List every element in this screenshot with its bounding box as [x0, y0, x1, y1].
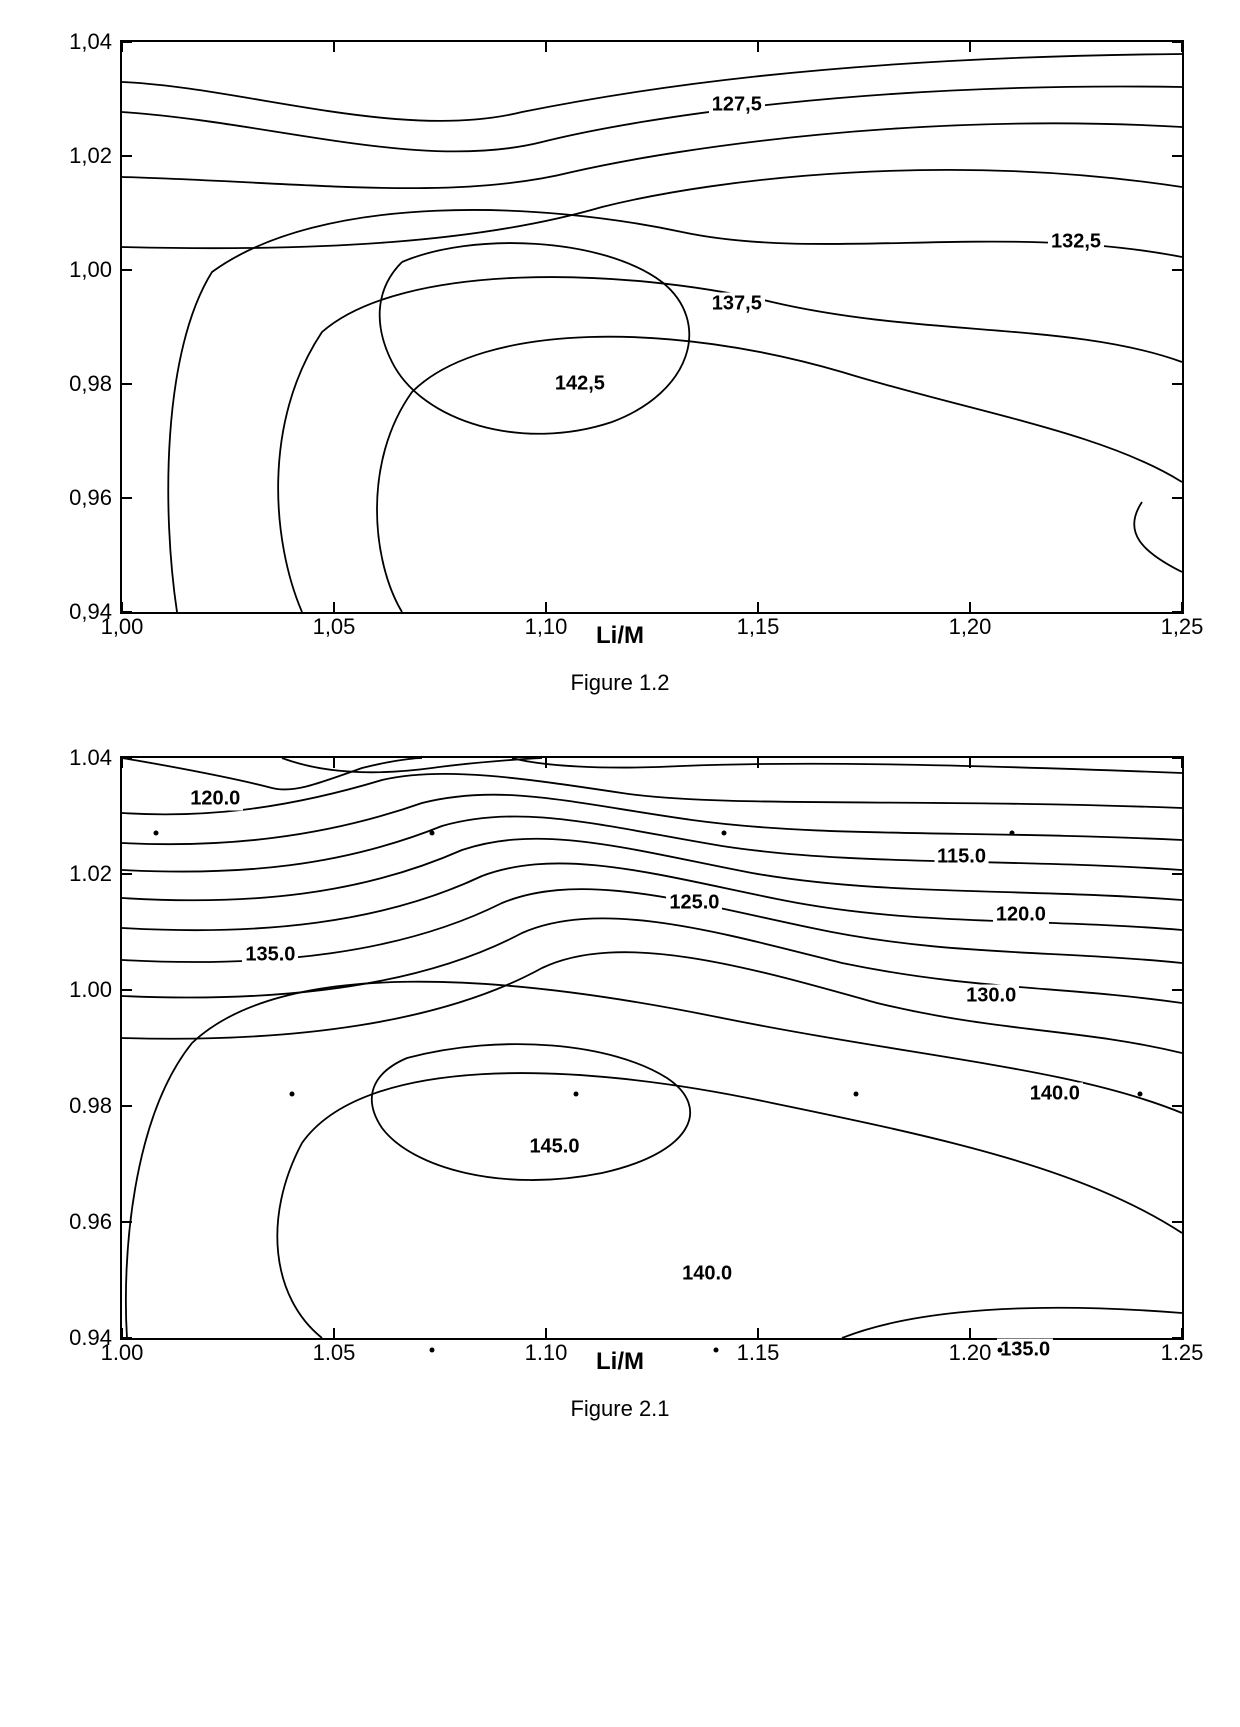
x-tick-label: 1.25: [1161, 1340, 1204, 1366]
data-point: [429, 1347, 434, 1352]
y-tick-label: 1,00: [62, 257, 112, 283]
contour-label: 125.0: [666, 892, 722, 915]
y-tick-label: 0,96: [62, 485, 112, 511]
y-tick-label: 0.98: [62, 1093, 112, 1119]
y-tick-label: 0.96: [62, 1209, 112, 1235]
contour-label: 135.0: [242, 944, 298, 967]
x-tick-label: 1,05: [313, 614, 356, 640]
contour-label: 142,5: [552, 373, 608, 396]
y-tick-label: 0.94: [62, 1325, 112, 1351]
data-point: [153, 831, 158, 836]
contour-label: 120.0: [187, 787, 243, 810]
contour-label: 127,5: [709, 93, 765, 116]
data-point: [853, 1092, 858, 1097]
x-tick-label: 1,25: [1161, 614, 1204, 640]
figure-1-2: PO₄:[(Li+M)/2] 1,001,051,101,151,201,250…: [40, 40, 1200, 696]
y-tick-label: 1,02: [62, 143, 112, 169]
contour-label: 145.0: [526, 1135, 582, 1158]
contour-label: 130.0: [963, 984, 1019, 1007]
x-tick-label: 1.20: [949, 1340, 992, 1366]
figure-2-1: PO₄:[(Li+M)/2] 1.001.051.101.151.201.250…: [40, 756, 1200, 1422]
plot-area-2: 1.001.051.101.151.201.250.940.960.981.00…: [120, 756, 1184, 1340]
y-tick-label: 0,94: [62, 599, 112, 625]
contour-label: 132,5: [1048, 230, 1104, 253]
contour-label: 135.0: [997, 1338, 1053, 1361]
data-point: [1137, 1092, 1142, 1097]
contour-label: 115.0: [934, 845, 989, 868]
caption-2: Figure 2.1: [40, 1396, 1200, 1422]
x-tick-label: 1.10: [525, 1340, 568, 1366]
x-tick-label: 1,20: [949, 614, 992, 640]
data-point: [1010, 831, 1015, 836]
y-tick-label: 1,04: [62, 29, 112, 55]
data-point: [573, 1092, 578, 1097]
x-tick-label: 1,10: [525, 614, 568, 640]
contour-label: 140.0: [679, 1263, 735, 1286]
y-tick-label: 1.02: [62, 861, 112, 887]
data-point: [713, 1347, 718, 1352]
contour-label: 120.0: [993, 903, 1049, 926]
xlabel-1: Li/M: [40, 622, 1200, 650]
data-point: [997, 1347, 1002, 1352]
data-point: [429, 831, 434, 836]
contour-label: 140.0: [1027, 1083, 1083, 1106]
caption-1: Figure 1.2: [40, 670, 1200, 696]
data-point: [289, 1092, 294, 1097]
y-tick-label: 1.04: [62, 745, 112, 771]
y-tick-label: 1.00: [62, 977, 112, 1003]
data-point: [722, 831, 727, 836]
x-tick-label: 1.15: [737, 1340, 780, 1366]
x-tick-label: 1.05: [313, 1340, 356, 1366]
y-tick-label: 0,98: [62, 371, 112, 397]
contour-label: 137,5: [709, 293, 765, 316]
plot-area-1: 1,001,051,101,151,201,250,940,960,981,00…: [120, 40, 1184, 614]
x-tick-label: 1,15: [737, 614, 780, 640]
